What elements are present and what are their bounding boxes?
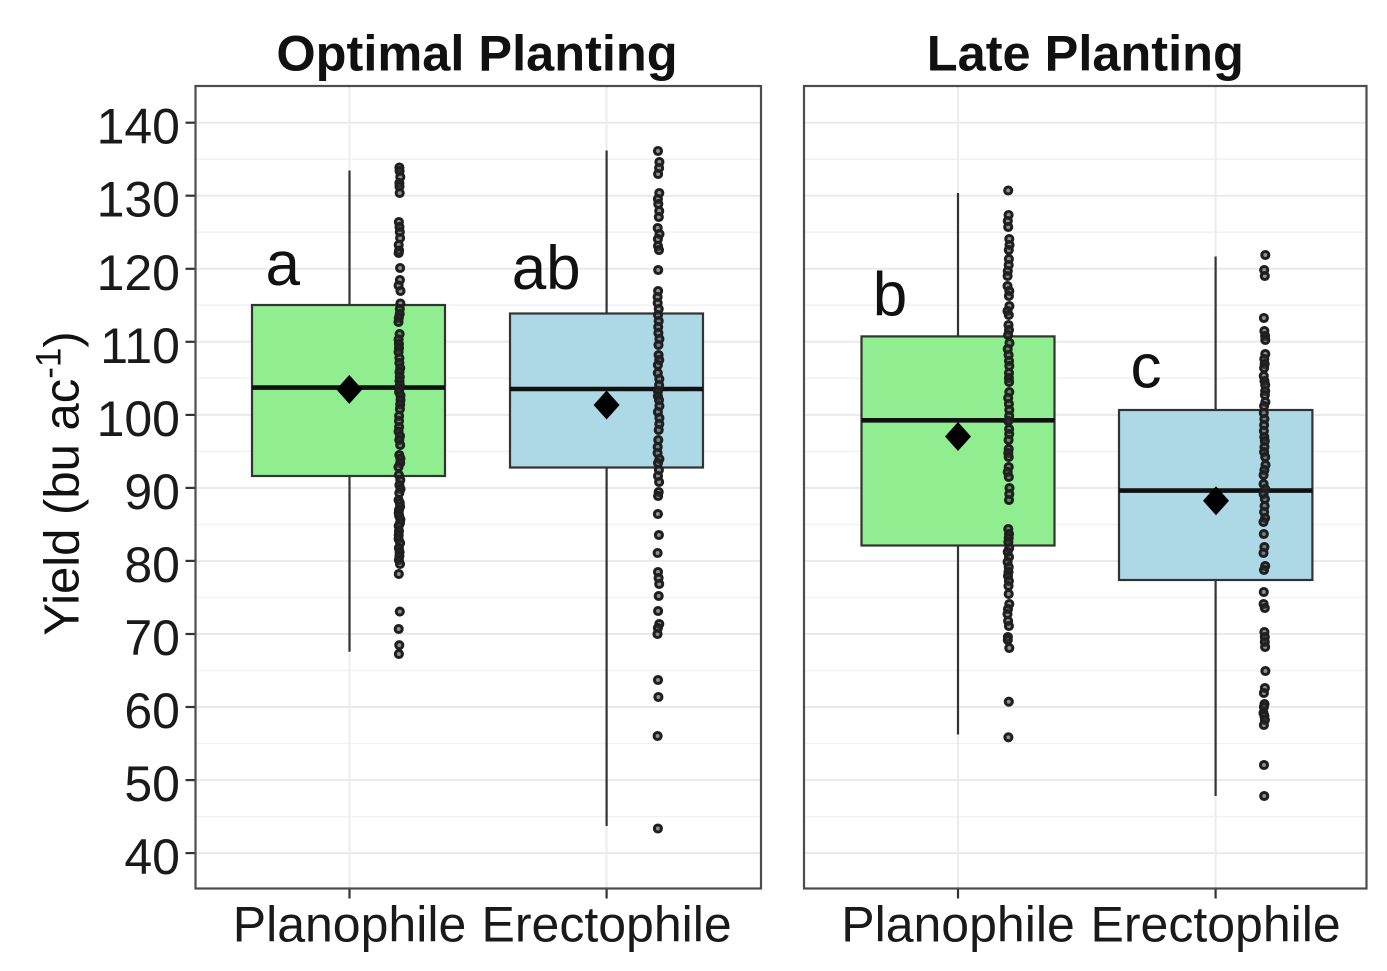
svg-text:100: 100 bbox=[97, 391, 180, 447]
svg-text:80: 80 bbox=[124, 537, 180, 593]
svg-text:Erectophile: Erectophile bbox=[1091, 897, 1341, 953]
svg-text:a: a bbox=[265, 230, 300, 299]
svg-text:50: 50 bbox=[124, 756, 180, 812]
svg-text:Planophile: Planophile bbox=[233, 897, 467, 953]
svg-text:Optimal Planting: Optimal Planting bbox=[276, 25, 677, 82]
svg-text:140: 140 bbox=[97, 99, 180, 155]
svg-text:b: b bbox=[873, 260, 907, 329]
svg-text:Planophile: Planophile bbox=[841, 897, 1075, 953]
svg-text:110: 110 bbox=[100, 318, 180, 374]
svg-text:70: 70 bbox=[124, 610, 180, 666]
svg-text:Yield (bu ac-1): Yield (bu ac-1) bbox=[30, 331, 90, 635]
svg-text:40: 40 bbox=[124, 829, 180, 885]
svg-text:60: 60 bbox=[124, 683, 180, 739]
svg-text:120: 120 bbox=[97, 245, 180, 301]
svg-text:90: 90 bbox=[124, 464, 180, 520]
svg-text:c: c bbox=[1131, 333, 1162, 402]
svg-text:130: 130 bbox=[97, 172, 180, 228]
svg-text:ab: ab bbox=[512, 234, 581, 303]
svg-text:Erectophile: Erectophile bbox=[482, 897, 732, 953]
svg-text:Late Planting: Late Planting bbox=[927, 25, 1244, 82]
